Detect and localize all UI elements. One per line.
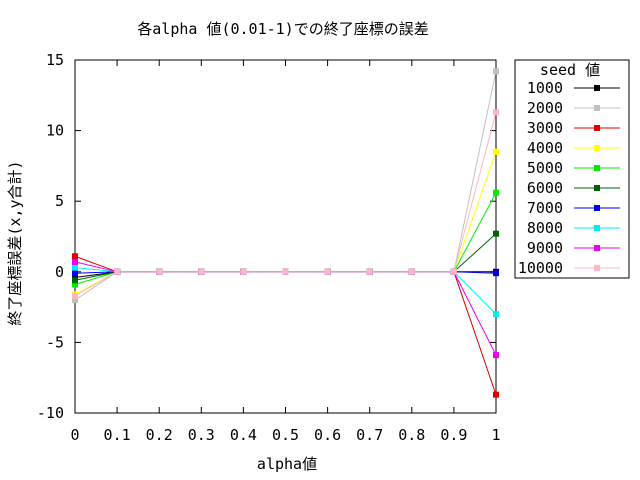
- data-point: [408, 268, 415, 275]
- data-point: [72, 270, 78, 277]
- series-2000: [72, 68, 499, 304]
- data-point: [72, 281, 78, 288]
- data-point: [324, 268, 331, 275]
- series-line: [74, 112, 497, 297]
- x-tick-label: 1: [491, 426, 500, 444]
- x-tick-label: 0: [70, 426, 79, 444]
- data-point: [493, 270, 499, 277]
- data-point: [114, 268, 121, 275]
- x-tick-label: 0.8: [398, 426, 425, 444]
- x-tick-label: 0.3: [188, 426, 215, 444]
- legend-swatch-marker: [594, 225, 600, 231]
- x-tick-label: 0.5: [272, 426, 299, 444]
- legend-label: 2000: [527, 99, 563, 117]
- data-point: [156, 268, 163, 275]
- series-line: [74, 255, 497, 395]
- legend-swatch-marker: [594, 165, 600, 171]
- x-tick-label: 0.6: [314, 426, 341, 444]
- data-point: [72, 292, 78, 299]
- y-tick-label: -5: [46, 333, 64, 351]
- x-tick-label: 0.1: [104, 426, 131, 444]
- legend-label: 10000: [518, 259, 563, 277]
- y-axis-label: 終了座標誤差(x,y合計): [6, 160, 24, 325]
- y-tick-label: 0: [55, 263, 64, 281]
- x-tick-label: 0.7: [356, 426, 383, 444]
- data-point: [493, 311, 499, 318]
- series-3000: [72, 253, 499, 398]
- data-point: [72, 253, 78, 260]
- x-axis-label: alpha値: [257, 455, 317, 473]
- legend-swatch-marker: [594, 265, 600, 271]
- data-point: [450, 268, 457, 275]
- plot-frame: [74, 59, 497, 414]
- y-tick-label: 5: [55, 192, 64, 210]
- legend-label: 8000: [527, 219, 563, 237]
- series-line: [74, 71, 497, 301]
- x-tick-label: 0.2: [146, 426, 173, 444]
- legend-swatch-marker: [594, 105, 600, 111]
- data-point: [240, 268, 247, 275]
- legend-swatch-marker: [594, 85, 600, 91]
- legend-title: seed 値: [540, 61, 600, 79]
- axes: 0 0.1 0.2 0.3 0.4 0.5 0.6 0.7 0.8 0.9 1 -10 -5 0 5 10 15: [37, 51, 501, 444]
- data-point: [493, 189, 499, 196]
- series-4000: [72, 148, 499, 298]
- data-point: [493, 109, 499, 116]
- chart-title: 各alpha 値(0.01-1)での終了座標の誤差: [137, 20, 428, 38]
- x-tick-label: 0.4: [230, 426, 257, 444]
- y-tick-label: -10: [37, 404, 64, 422]
- data-point: [198, 268, 205, 275]
- plot-series: [72, 68, 499, 398]
- data-point: [282, 268, 289, 275]
- series-line: [74, 261, 497, 356]
- data-point: [493, 68, 499, 75]
- data-point: [493, 230, 499, 237]
- legend-swatch-marker: [594, 125, 600, 131]
- data-point: [72, 258, 78, 265]
- x-tick-label: 0.9: [440, 426, 467, 444]
- legend-label: 1000: [527, 79, 563, 97]
- y-tick-label: 10: [46, 122, 64, 140]
- data-point: [493, 352, 499, 359]
- data-point: [493, 391, 499, 398]
- legend-label: 5000: [527, 159, 563, 177]
- legend-swatch-marker: [594, 205, 600, 211]
- data-point: [72, 264, 78, 271]
- legend-swatch-marker: [594, 145, 600, 151]
- legend-label: 4000: [527, 139, 563, 157]
- data-point: [366, 268, 373, 275]
- series-10000: [72, 109, 499, 299]
- data-point: [72, 277, 78, 284]
- data-point: [493, 148, 499, 155]
- series-6000: [72, 230, 499, 284]
- y-tick-label: 15: [46, 51, 64, 69]
- legend: seed 値 1000 2000 3000 4000 5000 6000 7000 8000 9…: [514, 59, 630, 279]
- legend-label: 9000: [527, 239, 563, 257]
- legend-box: [514, 59, 630, 279]
- data-point: [72, 297, 78, 304]
- legend-label: 6000: [527, 179, 563, 197]
- legend-label: 3000: [527, 119, 563, 137]
- legend-swatch-marker: [594, 185, 600, 191]
- legend-label: 7000: [527, 199, 563, 217]
- legend-swatch-marker: [594, 245, 600, 251]
